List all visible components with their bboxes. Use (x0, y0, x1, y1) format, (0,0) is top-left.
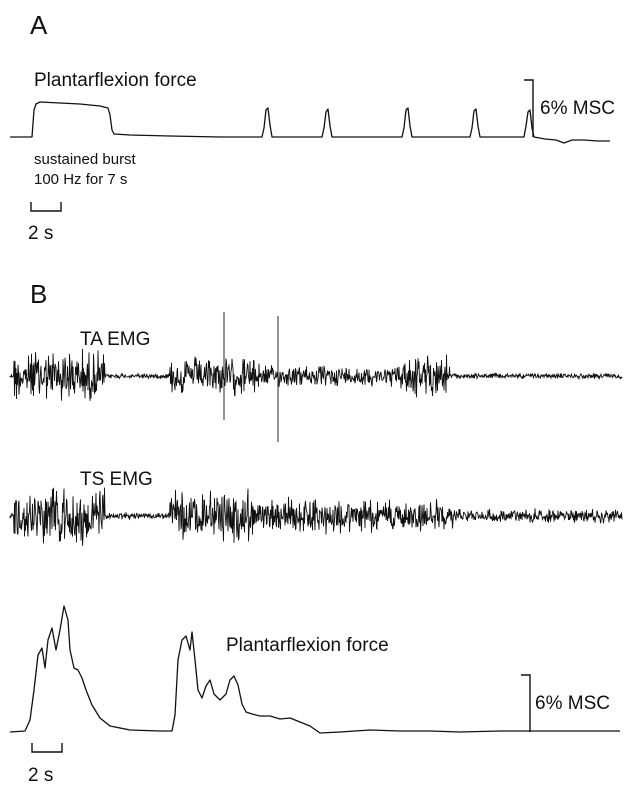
panel-a-force-trace (10, 101, 610, 144)
panel-a-time-bar (30, 202, 62, 212)
panel-a-stim-line1: sustained burst (34, 151, 137, 168)
ts-emg-label: TS EMG (80, 469, 153, 490)
panel-b-scale-label: 6% MSC (535, 693, 610, 714)
panel-b-force-label: Plantarflexion force (226, 635, 389, 656)
panel-b-force-trace (9, 605, 620, 734)
ta-emg-trace (9, 348, 623, 401)
panel-a-time-label: 2 s (28, 223, 53, 244)
panel-a-stim-line2: 100 Hz for 7 s (34, 171, 127, 188)
panel-a-scale-bar (524, 79, 534, 137)
panel-b-time-bar (31, 743, 63, 753)
ta-emg-label: TA EMG (80, 329, 150, 350)
ts-emg-trace (9, 487, 623, 546)
panel-a-letter: A (30, 10, 48, 40)
panel-a-scale-label: 6% MSC (540, 98, 615, 119)
panel-b-scale-bar (521, 674, 531, 732)
panel-a-force-label: Plantarflexion force (34, 70, 197, 91)
panel-b-time-label: 2 s (28, 765, 53, 786)
panel-b-letter: B (30, 279, 47, 309)
